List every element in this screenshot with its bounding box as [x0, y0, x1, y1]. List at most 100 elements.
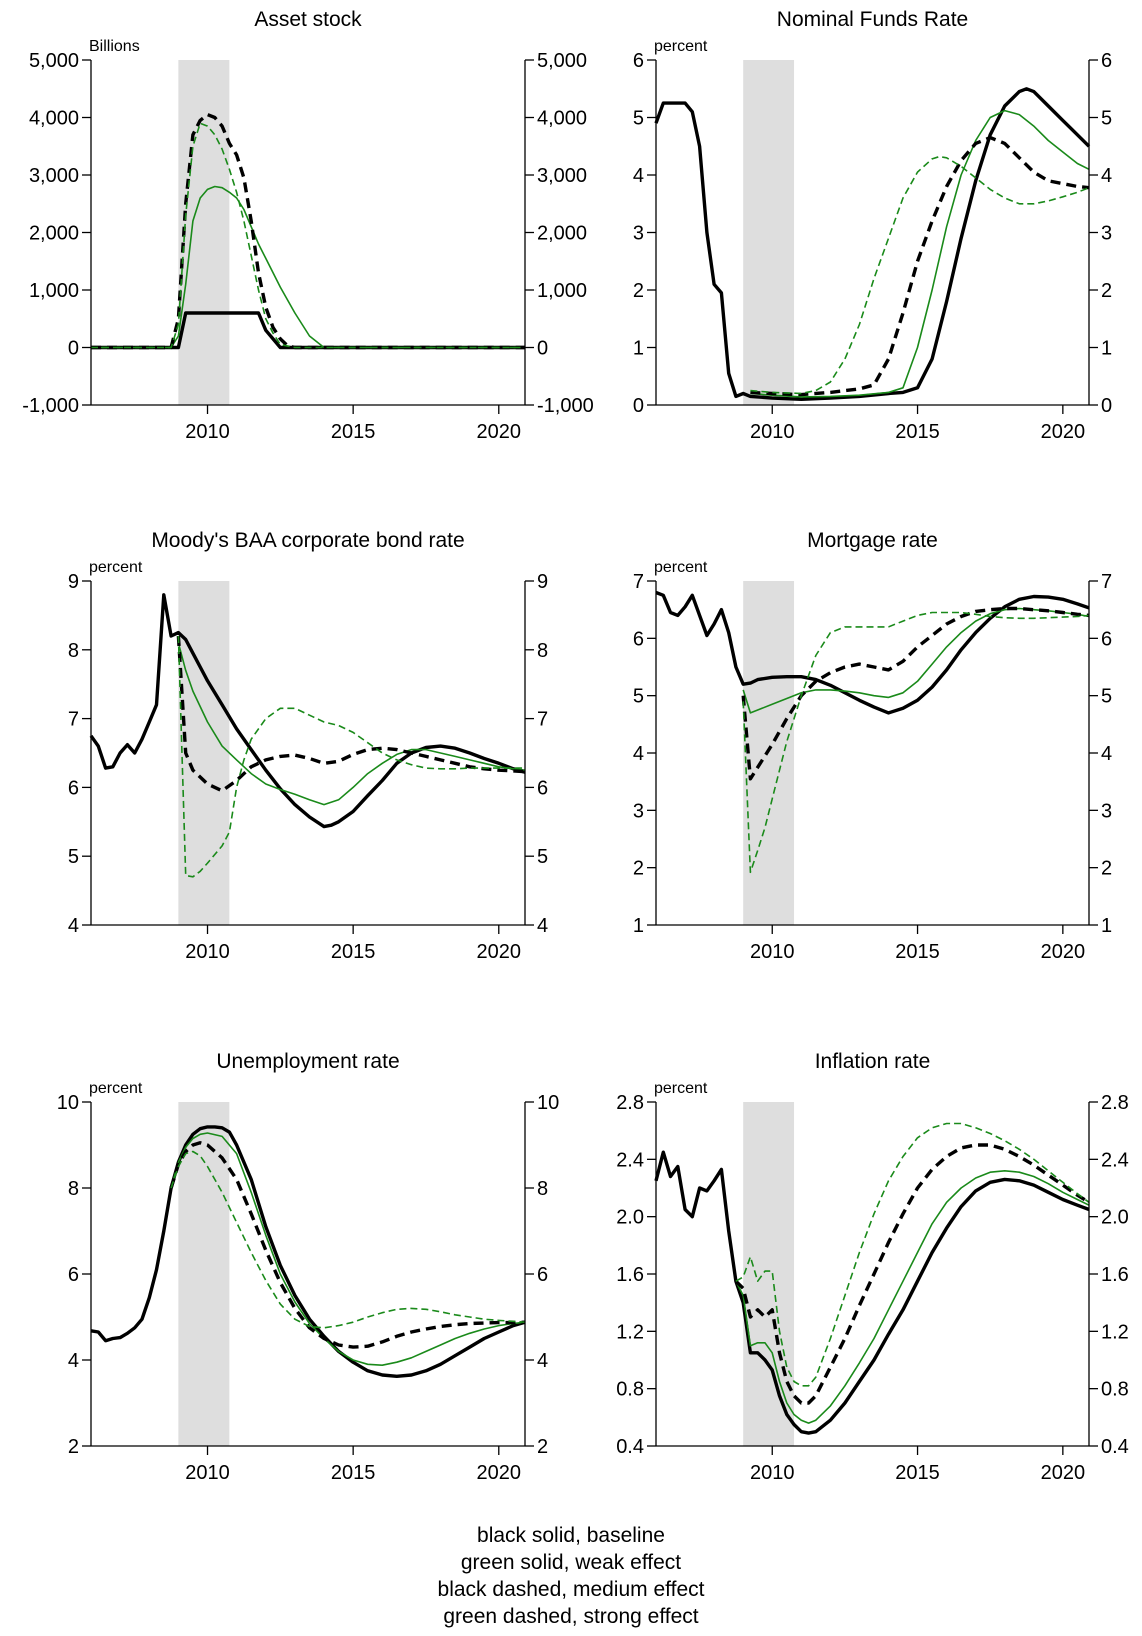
- y-tick-label-right: 3: [1101, 223, 1112, 245]
- y-tick-label-right: 4: [537, 1350, 548, 1372]
- y-tick-label-left: 5,000: [29, 50, 79, 72]
- series-line-strong: [750, 155, 1090, 395]
- panel-1: -1,000 -1,000 0 0 1,000 1,000 2,000 2,000 3,000 3…: [22, 8, 593, 443]
- series-line-strong: [742, 611, 1090, 874]
- series-line-weak: [170, 1132, 526, 1366]
- panel-title: Unemployment rate: [216, 1050, 399, 1073]
- y-tick-label-left: 10: [57, 1092, 79, 1114]
- series-line-baseline: [90, 1125, 526, 1378]
- y-tick-label-left: 7: [633, 571, 644, 593]
- series-line-medium: [741, 606, 1090, 781]
- y-tick-label-left: 6: [68, 777, 79, 799]
- series-line-baseline: [91, 311, 525, 350]
- x-tick-label: 2015: [895, 1462, 940, 1484]
- y-tick-label-left: 6: [633, 50, 644, 72]
- y-tick-label-left: 2: [633, 858, 644, 880]
- y-tick-label-left: 5: [68, 846, 79, 868]
- y-tick-label-left: 5: [633, 108, 644, 130]
- y-tick-label-left: 7: [68, 709, 79, 731]
- y-tick-label-left: 1.6: [616, 1264, 644, 1286]
- x-tick-label: 2010: [750, 941, 795, 963]
- unit-label: percent: [654, 1080, 708, 1097]
- series-line-baseline: [655, 590, 1090, 715]
- y-tick-label-right: 4,000: [537, 108, 587, 130]
- y-tick-label-right: 8: [537, 640, 548, 662]
- unit-label: percent: [89, 1080, 143, 1097]
- x-tick-label: 2010: [185, 421, 230, 443]
- shaded-period: [743, 1102, 795, 1446]
- unit-label: percent: [89, 559, 143, 576]
- y-tick-label-left: 2,000: [29, 223, 79, 245]
- x-tick-label: 2020: [477, 941, 522, 963]
- unit-label: percent: [654, 38, 708, 55]
- y-tick-label-left: 2: [633, 280, 644, 302]
- series-line-strong: [170, 1150, 526, 1329]
- y-tick-label-left: 2.8: [616, 1092, 644, 1114]
- series-line-medium: [91, 112, 525, 350]
- y-tick-label-left: 1: [633, 915, 644, 937]
- legend-entry-medium: black dashed, medium effect: [437, 1578, 705, 1601]
- series-line-medium: [750, 135, 1090, 397]
- x-tick-label: 2010: [185, 941, 230, 963]
- unit-label: percent: [654, 559, 708, 576]
- y-tick-label-left: 0: [633, 395, 644, 417]
- series-line-baseline: [654, 87, 1091, 401]
- series-line-weak: [750, 109, 1090, 398]
- series-line-weak: [742, 607, 1090, 714]
- y-tick-label-right: 0.8: [1101, 1379, 1129, 1401]
- x-tick-label: 2010: [750, 421, 795, 443]
- series-line-strong: [735, 1122, 1090, 1387]
- y-tick-label-left: 5: [633, 686, 644, 708]
- y-tick-label-right: 4: [1101, 165, 1112, 187]
- series-line-weak: [91, 185, 525, 349]
- panel-2: 0 0 1 1 2 2 3 3 4 4 5 5 6 6 2010 2015 2020 Nominal Funds …: [633, 8, 1112, 443]
- panel-title: Moody's BAA corporate bond rate: [151, 529, 464, 552]
- y-tick-label-right: 3: [1101, 800, 1112, 822]
- x-tick-label: 2020: [477, 1462, 522, 1484]
- y-tick-label-right: 7: [1101, 571, 1112, 593]
- y-tick-label-left: 6: [633, 628, 644, 650]
- series-line-weak: [735, 1170, 1090, 1424]
- series-line-medium: [734, 1143, 1090, 1405]
- legend-entry-baseline: black solid, baseline: [477, 1524, 665, 1547]
- legend-entry-strong: green dashed, strong effect: [443, 1605, 699, 1628]
- panel-title: Asset stock: [254, 8, 362, 31]
- y-tick-label-left: 3: [633, 223, 644, 245]
- series-line-medium: [169, 1141, 526, 1349]
- unit-label: Billions: [89, 38, 140, 55]
- y-tick-label-right: 5,000: [537, 50, 587, 72]
- x-tick-label: 2020: [1041, 941, 1086, 963]
- y-tick-label-right: 4: [1101, 743, 1112, 765]
- y-tick-label-left: 1,000: [29, 280, 79, 302]
- y-tick-label-left: 0.8: [616, 1379, 644, 1401]
- x-tick-label: 2020: [1041, 1462, 1086, 1484]
- x-tick-label: 2015: [331, 421, 376, 443]
- y-tick-label-right: 7: [537, 709, 548, 731]
- y-tick-label-left: 4,000: [29, 108, 79, 130]
- y-tick-label-right: 2.4: [1101, 1149, 1129, 1171]
- y-tick-label-right: 2,000: [537, 223, 587, 245]
- x-tick-label: 2015: [331, 1462, 376, 1484]
- y-tick-label-right: 2: [537, 1436, 548, 1458]
- y-tick-label-left: 8: [68, 640, 79, 662]
- panel-title: Inflation rate: [815, 1050, 931, 1073]
- panel-6: 0.4 0.4 0.8 0.8 1.2 1.2 1.6 1.6 2.0 2.0 2.4 2.4 2.8 2…: [616, 1050, 1129, 1484]
- series-line-strong: [91, 122, 525, 349]
- shaded-period: [178, 1102, 230, 1446]
- shaded-period: [178, 60, 230, 405]
- y-tick-label-right: 1.6: [1101, 1264, 1129, 1286]
- y-tick-label-left: 4: [68, 915, 79, 937]
- y-tick-label-left: 2: [68, 1436, 79, 1458]
- y-tick-label-left: 1: [633, 338, 644, 360]
- y-tick-label-right: 5: [1101, 686, 1112, 708]
- series-line-baseline: [654, 1150, 1090, 1435]
- y-tick-label-left: 3,000: [29, 165, 79, 187]
- panel-4: 1 1 2 2 3 3 4 4 5 5 6 6 7 7 2010 2015 2020 Mortgage rate p…: [633, 529, 1112, 963]
- y-tick-label-right: 1.2: [1101, 1321, 1129, 1343]
- legend-entry-weak: green solid, weak effect: [460, 1551, 682, 1574]
- y-tick-label-right: -1,000: [537, 395, 594, 417]
- y-tick-label-right: 1: [1101, 338, 1112, 360]
- y-tick-label-right: 0: [537, 338, 548, 360]
- y-tick-label-right: 10: [537, 1092, 559, 1114]
- y-tick-label-left: 9: [68, 571, 79, 593]
